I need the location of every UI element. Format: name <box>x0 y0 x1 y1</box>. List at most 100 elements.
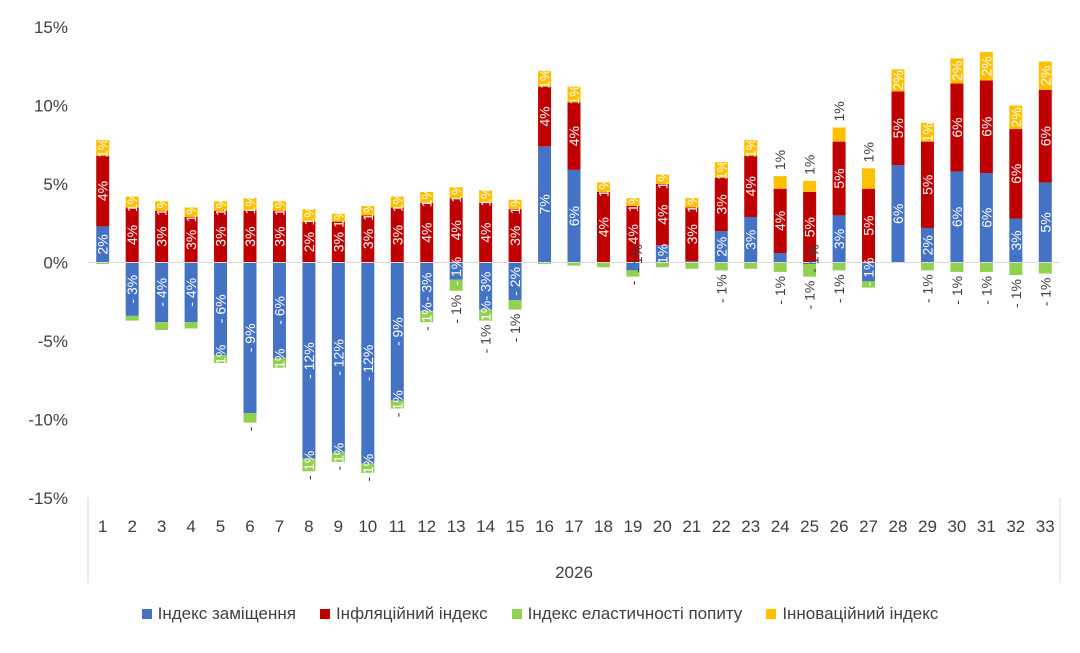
data-label: 4% <box>772 211 788 231</box>
bar-segment <box>214 201 228 211</box>
data-label: 1% <box>95 138 111 158</box>
bar-segment <box>420 311 434 323</box>
bar-segment <box>420 191 434 203</box>
legend-label: Інфляційний індекс <box>335 604 488 623</box>
x-tick-label: 29 <box>918 517 937 536</box>
data-label: - 1% <box>949 276 965 305</box>
legend-swatch <box>141 609 152 619</box>
bar-segment <box>626 205 640 263</box>
data-label: - 1% <box>978 276 994 305</box>
data-label: 2% <box>1037 66 1053 86</box>
bar-segment <box>214 355 228 363</box>
bar-segment <box>184 207 198 217</box>
bar-segment <box>1009 129 1023 219</box>
bar-segment <box>331 221 345 263</box>
bar-segment <box>832 215 846 263</box>
data-label: - <box>330 466 346 471</box>
data-label: 1% <box>154 196 170 216</box>
bar-segment <box>803 264 817 277</box>
x-tick-label: 32 <box>1006 517 1025 536</box>
bar-segment <box>920 262 934 271</box>
data-label: - 1% <box>861 258 877 287</box>
data-label: - 9% <box>389 317 405 346</box>
bar-segment <box>538 70 552 87</box>
bar-segment <box>803 262 817 265</box>
data-label: - 1% <box>1008 279 1024 308</box>
x-tick-label: 26 <box>830 517 849 536</box>
data-label: 1% <box>448 183 464 203</box>
bar-segment <box>832 127 846 142</box>
bar-segment <box>538 146 552 263</box>
bar-segment <box>331 213 345 222</box>
data-label: 6% <box>949 207 965 227</box>
bar-segment <box>449 198 463 263</box>
legend-swatch <box>319 609 330 619</box>
bar-segment <box>96 155 110 227</box>
bar-segment <box>596 182 610 192</box>
bar-segment <box>184 216 198 263</box>
bar-segment <box>979 173 993 263</box>
data-label: 1% <box>478 186 494 206</box>
bar-segment <box>1038 61 1052 90</box>
data-label: 1% <box>389 192 405 212</box>
bar-segment <box>567 262 581 266</box>
bar-segment <box>243 198 257 211</box>
y-tick-label: -15% <box>28 489 68 508</box>
data-label: - 1% <box>629 244 645 273</box>
data-label: 5% <box>831 168 847 188</box>
bar-segment <box>449 262 463 280</box>
stacked-bar-chart: -15%-10%-5%0%5%10%15%2%- 3% - 4% - 4%- 6%-… <box>28 18 1061 583</box>
x-tick-label: 3 <box>157 517 166 536</box>
bar-segment <box>272 358 286 368</box>
data-label: - 1% <box>478 301 494 330</box>
data-label: 1% <box>713 160 729 180</box>
x-tick-label: 24 <box>771 517 790 536</box>
bar-segment <box>979 262 993 272</box>
data-label: 1% <box>684 193 700 213</box>
data-label: 2% <box>713 237 729 257</box>
bar-segment <box>155 210 169 263</box>
bar-segment <box>567 86 581 103</box>
x-tick-label: 2 <box>127 517 136 536</box>
x-tick-label: 33 <box>1036 517 1055 536</box>
bar-segment <box>125 196 139 208</box>
data-label: 1% <box>301 205 317 225</box>
data-label: - 1% <box>360 454 376 483</box>
bar-segment <box>390 400 404 409</box>
data-label: 5% <box>890 118 906 138</box>
bar-segment <box>538 86 552 147</box>
bar-segment <box>331 262 345 453</box>
x-tick-label: 31 <box>977 517 996 536</box>
bar-segment <box>1009 262 1023 276</box>
bar-segment <box>479 190 493 203</box>
data-label: - 1% <box>802 281 818 310</box>
bar-segment <box>950 171 964 263</box>
data-label: - <box>419 326 435 331</box>
bar-segment <box>950 83 964 172</box>
data-label: - 1% <box>419 302 435 331</box>
bar-segment <box>449 279 463 291</box>
bar-segment <box>243 413 257 423</box>
bar-segment <box>714 177 728 232</box>
data-label: - <box>389 412 405 417</box>
data-label: - 12% <box>360 345 376 382</box>
data-label: 3% <box>330 232 346 252</box>
data-label: - 6% <box>271 296 287 325</box>
data-label: - 9% <box>242 323 258 352</box>
data-label: 3% <box>271 226 287 246</box>
bar-segment <box>714 162 728 178</box>
bar-segment <box>714 231 728 263</box>
bar-segment <box>272 262 286 359</box>
chart-legend: Індекс заміщення Інфляційний індекс Індекс… <box>0 604 1080 624</box>
legend-label: Індекс еластичності попиту <box>527 604 743 623</box>
data-label: 4% <box>124 225 140 245</box>
bar-segment <box>214 262 228 356</box>
legend-item: Індекс заміщення <box>141 604 296 624</box>
data-label: - 3% <box>478 272 494 301</box>
data-label: 6% <box>890 204 906 224</box>
data-label: 1% <box>654 169 670 189</box>
bar-segment <box>361 262 375 464</box>
data-label: 1% <box>566 84 582 104</box>
data-label: - 12% <box>301 342 317 379</box>
data-label: 4% <box>654 204 670 224</box>
